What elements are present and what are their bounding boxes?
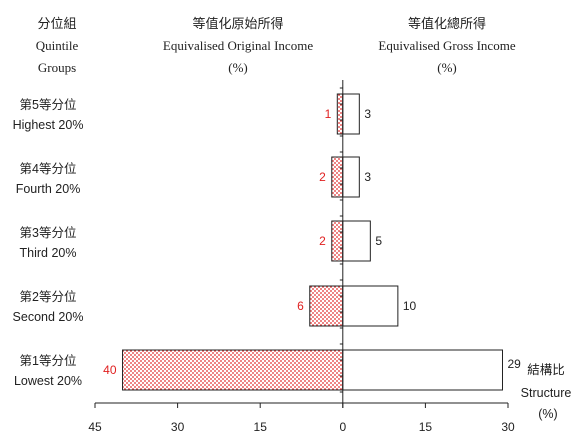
data-label-gross-3: 10 <box>403 299 417 313</box>
category-zh-3: 第2等分位 <box>20 289 77 304</box>
x-tick-label-5: 30 <box>501 420 515 434</box>
category-zh-2: 第3等分位 <box>20 225 77 240</box>
x-tick-label-2: 15 <box>254 420 268 434</box>
groups-header-line-1: 分位組 <box>37 16 76 31</box>
category-en-1: Fourth 20% <box>16 182 81 196</box>
category-zh-1: 第4等分位 <box>20 161 77 176</box>
original-header-line-2: Equivalised Original Income <box>163 38 313 53</box>
data-label-original-1: 2 <box>319 170 326 184</box>
data-label-gross-0: 3 <box>364 107 371 121</box>
category-en-2: Third 20% <box>20 246 77 260</box>
data-label-original-4: 40 <box>103 363 117 377</box>
data-label-original-2: 2 <box>319 234 326 248</box>
bar-gross-1 <box>342 156 360 198</box>
category-zh-0: 第5等分位 <box>20 97 77 112</box>
original-header-line-3: (%) <box>228 60 248 75</box>
groups-header-line-2: Quintile <box>36 38 79 53</box>
bar-original-4 <box>122 349 344 391</box>
bar-gross-3 <box>342 285 399 327</box>
category-zh-4: 第1等分位 <box>20 353 77 368</box>
bar-original-3 <box>309 285 344 327</box>
data-label-gross-1: 3 <box>364 170 371 184</box>
category-en-4: Lowest 20% <box>14 374 82 388</box>
groups-header-line-3: Groups <box>38 60 76 75</box>
bar-original-2 <box>331 220 344 262</box>
x-tick-label-3: 0 <box>339 420 346 434</box>
axes: 45 30 15 0 15 30 <box>88 80 515 434</box>
gross-header-line-2: Equivalised Gross Income <box>378 38 515 53</box>
original-header-line-1: 等值化原始所得 <box>192 16 283 31</box>
x-tick-label-1: 30 <box>171 420 185 434</box>
gross-header-line-1: 等值化總所得 <box>408 16 486 31</box>
bar-gross-0 <box>342 93 360 135</box>
category-en-3: Second 20% <box>13 310 84 324</box>
data-label-gross-2: 5 <box>375 234 382 248</box>
x-tick-label-4: 15 <box>419 420 433 434</box>
structure-label-unit: (%) <box>538 407 557 421</box>
bar-original-0 <box>336 93 344 135</box>
bar-marks: 1 3 2 3 2 5 6 10 40 29 <box>103 93 521 391</box>
structure-label-zh: 結構比 <box>527 363 565 377</box>
gross-header-line-3: (%) <box>437 60 457 75</box>
category-en-0: Highest 20% <box>13 118 84 132</box>
data-label-gross-4: 29 <box>507 357 521 371</box>
x-tick-label-0: 45 <box>88 420 102 434</box>
data-label-original-3: 6 <box>297 299 304 313</box>
bar-gross-2 <box>342 220 371 262</box>
structure-label-en: Structure <box>521 386 572 400</box>
bar-original-1 <box>331 156 344 198</box>
bar-gross-4 <box>342 349 503 391</box>
data-label-original-0: 1 <box>325 107 332 121</box>
